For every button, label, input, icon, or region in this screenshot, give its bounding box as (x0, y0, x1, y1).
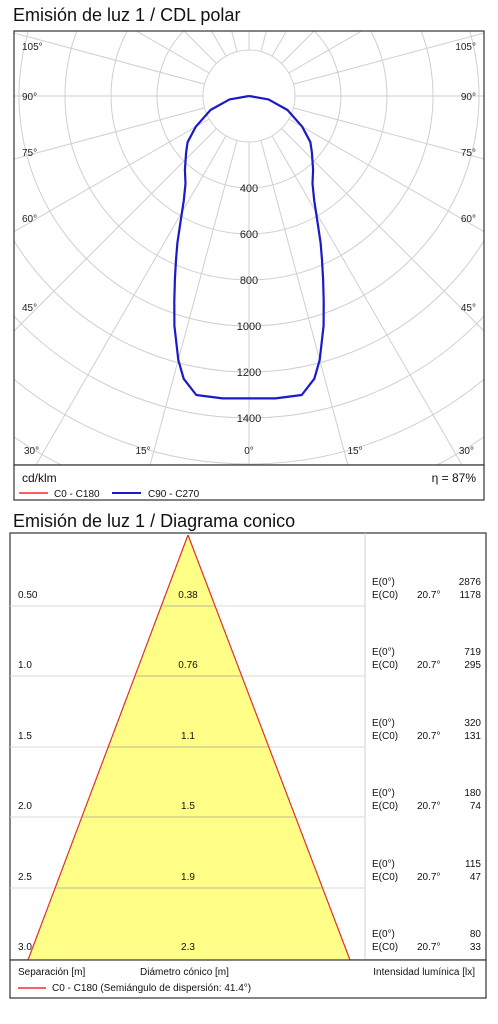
angle-label: 45° (461, 303, 476, 314)
diameter-label: 2.3 (181, 942, 195, 953)
e0-value: 2876 (459, 577, 482, 588)
e0-label: E(0°) (372, 647, 395, 658)
polar-spoke (281, 128, 484, 332)
polar-spoke (293, 32, 484, 85)
e0-value: 719 (464, 647, 481, 658)
radial-tick-label: 1000 (237, 321, 261, 333)
e0-label: E(0°) (372, 859, 395, 870)
footer-separation: Separación [m] (18, 967, 85, 978)
radial-tick-label: 400 (240, 183, 258, 195)
diameter-label: 1.5 (181, 801, 195, 812)
ec0-angle: 20.7° (417, 942, 440, 953)
e0-label: E(0°) (372, 577, 395, 588)
ec0-angle: 20.7° (417, 801, 440, 812)
ec0-label: E(C0) (372, 660, 398, 671)
e0-label: E(0°) (372, 929, 395, 940)
polar-chart: 400 600 800 1000 1200 1400 105° 105° 90° 90° 75° 75… (13, 30, 485, 501)
polar-grid (14, 31, 484, 465)
e0-value: 320 (464, 718, 481, 729)
angle-label: 30° (24, 446, 39, 457)
ec0-value: 33 (470, 942, 482, 953)
angle-label: 30° (459, 446, 474, 457)
legend-label: C0 - C180 (54, 489, 100, 500)
angle-label: 90° (461, 92, 476, 103)
distance-label: 2.5 (18, 872, 32, 883)
polar-curve (173, 94, 325, 400)
polar-spoke (260, 140, 349, 465)
polar-spoke (14, 32, 205, 85)
efficiency-label: η = 87% (432, 471, 477, 485)
polar-spoke (293, 107, 484, 160)
ec0-angle: 20.7° (417, 731, 440, 742)
diameter-label: 0.38 (178, 590, 198, 601)
polar-spoke (35, 135, 227, 465)
polar-chart-title: Emisión de luz 1 / CDL polar (13, 5, 241, 25)
angle-label: 105° (22, 42, 43, 53)
angle-label: 75° (22, 148, 37, 159)
cone-footer (9, 959, 487, 999)
angle-label: 75° (461, 148, 476, 159)
e0-value: 115 (465, 859, 481, 870)
polar-footer (13, 464, 485, 501)
polar-spoke (149, 140, 238, 465)
legend-label: C90 - C270 (148, 489, 200, 500)
polar-spoke (271, 135, 463, 465)
ec0-value: 295 (464, 660, 481, 671)
distance-label: 3.0 (18, 942, 32, 953)
ec0-label: E(C0) (372, 801, 398, 812)
ec0-label: E(C0) (372, 590, 398, 601)
cone-edge (187, 534, 351, 961)
e0-value: 80 (470, 929, 482, 940)
diameter-label: 0.76 (178, 660, 198, 671)
ec0-label: E(C0) (372, 942, 398, 953)
angle-label: 15° (135, 446, 150, 457)
angle-label: 90° (22, 92, 37, 103)
angle-label: 45° (22, 303, 37, 314)
ec0-value: 74 (470, 801, 482, 812)
ec0-angle: 20.7° (417, 872, 440, 883)
distance-label: 1.0 (18, 660, 32, 671)
footer-diameter: Diámetro cónico [m] (140, 967, 229, 978)
angle-label: 60° (461, 214, 476, 225)
cone-edge (27, 534, 189, 961)
angle-label: 105° (455, 42, 476, 53)
cone-chart-title: Emisión de luz 1 / Diagrama conico (13, 511, 296, 531)
distance-label: 2.0 (18, 801, 32, 812)
ec0-angle: 20.7° (417, 590, 440, 601)
ec0-angle: 20.7° (417, 660, 440, 671)
angle-label: 15° (347, 446, 362, 457)
radial-tick-label: 1400 (237, 413, 261, 425)
radial-tick-label: 600 (240, 229, 258, 241)
e0-value: 180 (464, 788, 481, 799)
radial-tick-label: 800 (240, 275, 258, 287)
e0-label: E(0°) (372, 788, 395, 799)
legend-label: C0 - C180 (Semiángulo de dispersión: 41.… (52, 983, 251, 994)
e0-label: E(0°) (372, 718, 395, 729)
angle-label: 60° (22, 214, 37, 225)
polar-spoke (14, 118, 210, 233)
radial-tick-label: 1200 (237, 367, 261, 379)
distance-label: 0.50 (18, 590, 38, 601)
unit-label: cd/klm (22, 471, 57, 485)
ec0-value: 1178 (459, 590, 481, 601)
distance-label: 1.5 (18, 731, 32, 742)
diameter-label: 1.1 (181, 731, 195, 742)
polar-spoke (14, 107, 205, 160)
angle-label: 0° (244, 446, 254, 457)
ec0-value: 131 (464, 731, 481, 742)
polar-spoke (14, 128, 217, 332)
footer-intensity: Intensidad lumínica [lx] (373, 967, 475, 978)
polar-spoke (288, 118, 484, 233)
ec0-value: 47 (470, 872, 482, 883)
ec0-label: E(C0) (372, 731, 398, 742)
ec0-label: E(C0) (372, 872, 398, 883)
diameter-label: 1.9 (181, 872, 195, 883)
